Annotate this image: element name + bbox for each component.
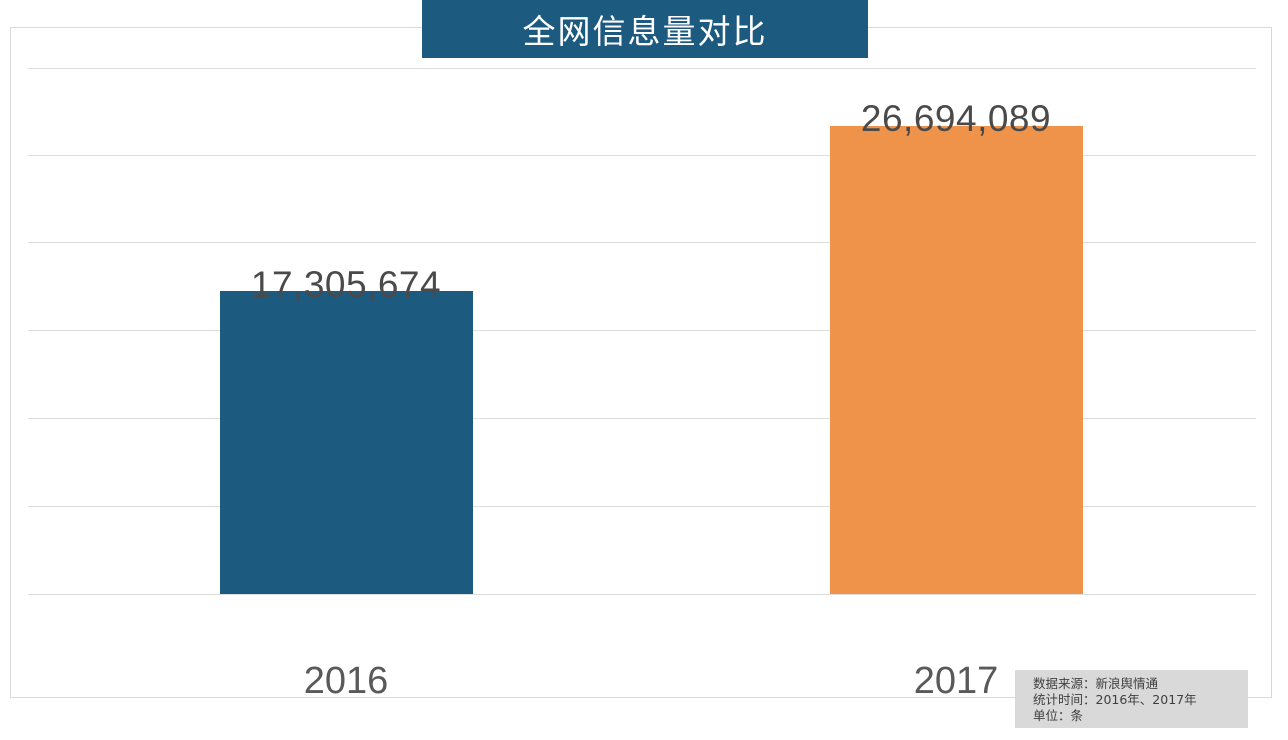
bar-2016[interactable] — [220, 290, 473, 594]
gridline — [28, 330, 1256, 331]
gridline — [28, 155, 1256, 156]
footnote-unit: 单位：条 — [1033, 708, 1084, 723]
footnote-source: 数据来源：新浪舆情通 — [1033, 676, 1159, 691]
category-label-2017: 2017 — [913, 660, 999, 702]
gridline — [28, 418, 1256, 419]
chart-title-banner: 全网信息量对比 — [422, 0, 868, 58]
footnote-box: 数据来源：新浪舆情通 统计时间：2016年、2017年 单位：条 — [1015, 670, 1248, 728]
gridline — [28, 68, 1256, 69]
footnote-period: 统计时间：2016年、2017年 — [1033, 692, 1197, 707]
bar-2017[interactable] — [830, 125, 1083, 594]
bar-value-2016: 17,305,674 — [250, 264, 442, 305]
bar-value-2017: 26,694,089 — [860, 98, 1052, 139]
plot-area: 17,305,674 26,694,089 2016 2017 — [11, 28, 1272, 702]
gridline — [28, 242, 1256, 243]
axis-baseline — [28, 594, 1256, 595]
category-label-2016: 2016 — [303, 660, 389, 702]
page-title: 全网信息量对比 — [522, 12, 768, 51]
gridline — [28, 506, 1256, 507]
